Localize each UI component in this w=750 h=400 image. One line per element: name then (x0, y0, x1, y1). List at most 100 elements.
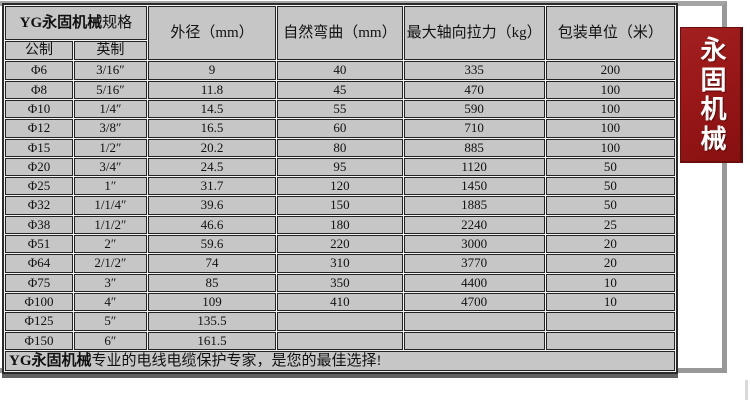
cell-bend: 55 (277, 99, 403, 119)
col-header-imperial: 英制 (73, 41, 147, 61)
spec-title-brand: YG永固机械 (19, 14, 103, 31)
cell-pull: 710 (403, 119, 545, 138)
table-row: Φ10 1/4″ 14.5 55 590 100 (5, 99, 675, 119)
cell-pull: 2240 (403, 215, 545, 235)
spec-table-body: Φ6 3/16″ 9 40 335 200 Φ8 5/16″ 11.8 45 470 100 Φ10 1/… (5, 61, 675, 350)
cell-imperial: 2/1/2″ (73, 254, 147, 273)
banner-char: 机 (700, 95, 727, 125)
cell-pack: 25 (545, 215, 675, 235)
banner-char: 固 (700, 65, 727, 95)
cell-pull: 885 (403, 138, 545, 157)
cell-od: 14.5 (147, 99, 277, 119)
table-row: Φ150 6″ 161.5 (5, 331, 675, 350)
cell-od: 85 (147, 273, 277, 292)
cell-bend: 220 (277, 235, 403, 254)
cell-pull: 1120 (403, 157, 545, 177)
cell-imperial: 5/16″ (73, 80, 147, 99)
banner-char: 永 (700, 35, 727, 65)
cell-od: 135.5 (147, 312, 277, 331)
cell-pull: 590 (403, 99, 545, 119)
cell-bend: 310 (277, 254, 403, 273)
cell-metric: Φ51 (5, 235, 73, 254)
brand-banner: 永 固 机 械 (680, 27, 743, 163)
cell-imperial: 3/4″ (73, 157, 147, 177)
cell-metric: Φ32 (5, 196, 73, 215)
cell-od: 46.6 (147, 215, 277, 235)
cell-pack: 20 (545, 235, 675, 254)
cell-metric: Φ150 (5, 331, 73, 350)
cell-od: 11.8 (147, 80, 277, 99)
col-header-outer-diameter: 外径（mm） (147, 6, 277, 61)
cell-pull (403, 331, 545, 350)
cell-pull: 470 (403, 80, 545, 99)
cell-metric: Φ38 (5, 215, 73, 235)
table-row: Φ20 3/4″ 24.5 95 1120 50 (5, 157, 675, 177)
cell-pull: 1885 (403, 196, 545, 215)
cell-metric: Φ12 (5, 119, 73, 138)
cell-bend (277, 331, 403, 350)
footer-slogan-text: 专业的电线电缆保护专家，是您的最佳选择! (91, 352, 382, 369)
cell-pack: 200 (545, 61, 675, 80)
table-row: Φ15 1/2″ 20.2 80 885 100 (5, 138, 675, 157)
cell-pull (403, 312, 545, 331)
col-header-max-axial-pull: 最大轴向拉力（kg） (403, 6, 545, 61)
cell-imperial: 5″ (73, 312, 147, 331)
spec-title-cell: YG永固机械规格 (5, 6, 147, 40)
cell-pack: 100 (545, 80, 675, 99)
cell-metric: Φ10 (5, 99, 73, 119)
footer-brand: YG永固机械 (9, 352, 92, 369)
cell-pack (545, 312, 675, 331)
cell-imperial: 3/8″ (73, 119, 147, 138)
cell-bend (277, 312, 403, 331)
cell-imperial: 1″ (73, 177, 147, 196)
cell-pack: 100 (545, 138, 675, 157)
cell-metric: Φ64 (5, 254, 73, 273)
cell-pack: 100 (545, 99, 675, 119)
cell-imperial: 2″ (73, 235, 147, 254)
cell-imperial: 4″ (73, 292, 147, 312)
cell-od: 20.2 (147, 138, 277, 157)
cell-od: 24.5 (147, 157, 277, 177)
cell-bend: 45 (277, 80, 403, 99)
cell-od: 9 (147, 61, 277, 80)
cell-metric: Φ20 (5, 157, 73, 177)
cell-od: 31.7 (147, 177, 277, 196)
cell-bend: 410 (277, 292, 403, 312)
cell-metric: Φ125 (5, 312, 73, 331)
cell-pull: 4700 (403, 292, 545, 312)
cell-imperial: 1/4″ (73, 99, 147, 119)
col-header-natural-bend: 自然弯曲（mm） (277, 6, 403, 61)
spec-table-header: YG永固机械规格 外径（mm） 自然弯曲（mm） 最大轴向拉力（kg） 包装单位… (5, 6, 675, 61)
spec-table: YG永固机械规格 外径（mm） 自然弯曲（mm） 最大轴向拉力（kg） 包装单位… (2, 3, 678, 375)
footer-slogan: YG永固机械专业的电线电缆保护专家，是您的最佳选择! (5, 350, 675, 372)
cell-bend: 120 (277, 177, 403, 196)
cell-pack: 50 (545, 157, 675, 177)
cell-bend: 350 (277, 273, 403, 292)
table-row: Φ125 5″ 135.5 (5, 312, 675, 331)
cell-pack: 100 (545, 119, 675, 138)
cell-imperial: 1/1/4″ (73, 196, 147, 215)
col-header-package-unit: 包装单位（米） (545, 6, 675, 61)
cell-bend: 80 (277, 138, 403, 157)
cell-imperial: 1/1/2″ (73, 215, 147, 235)
cell-pack: 10 (545, 273, 675, 292)
cell-pack: 50 (545, 177, 675, 196)
cell-metric: Φ8 (5, 80, 73, 99)
cell-od: 59.6 (147, 235, 277, 254)
cell-pull: 1450 (403, 177, 545, 196)
cell-metric: Φ25 (5, 177, 73, 196)
table-row: Φ64 2/1/2″ 74 310 3770 20 (5, 254, 675, 273)
table-row: Φ32 1/1/4″ 39.6 150 1885 50 (5, 196, 675, 215)
cell-pack: 10 (545, 292, 675, 312)
cell-imperial: 1/2″ (73, 138, 147, 157)
table-row: Φ8 5/16″ 11.8 45 470 100 (5, 80, 675, 99)
cell-imperial: 3/16″ (73, 61, 147, 80)
cell-bend: 95 (277, 157, 403, 177)
spec-title-rest: 规格 (102, 14, 133, 31)
banner-char: 械 (700, 125, 727, 155)
table-row: Φ12 3/8″ 16.5 60 710 100 (5, 119, 675, 138)
table-row: Φ38 1/1/2″ 46.6 180 2240 25 (5, 215, 675, 235)
edge-artifact-line (745, 380, 748, 400)
cell-pull: 335 (403, 61, 545, 80)
